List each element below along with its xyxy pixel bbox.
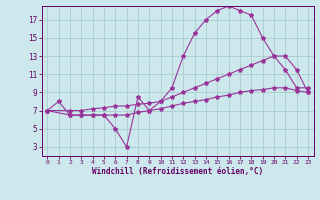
X-axis label: Windchill (Refroidissement éolien,°C): Windchill (Refroidissement éolien,°C) [92, 167, 263, 176]
